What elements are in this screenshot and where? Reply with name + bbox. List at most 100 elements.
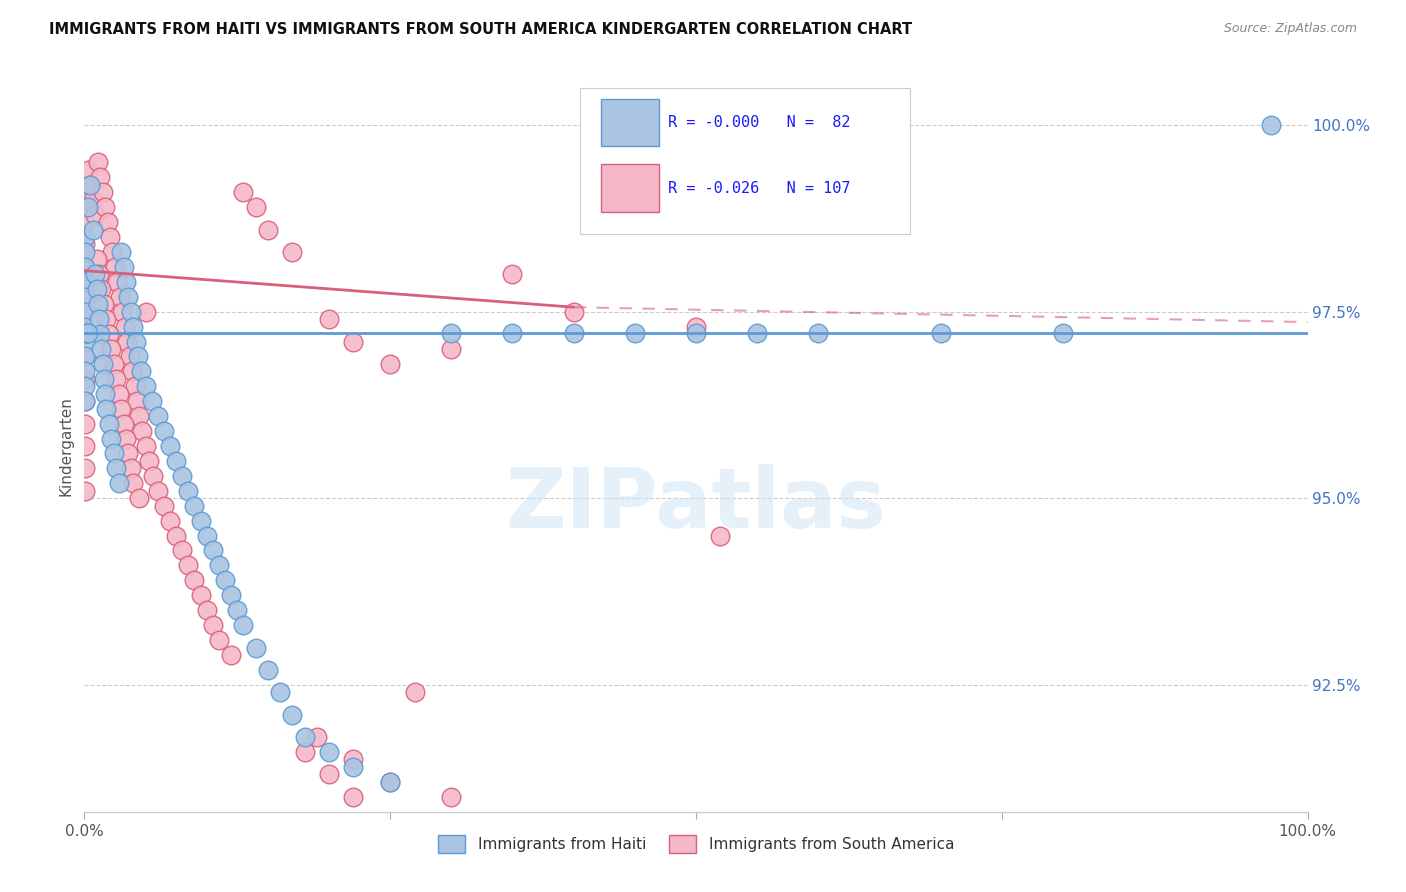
Point <box>110 244 132 259</box>
Point <box>1052 326 1074 340</box>
Point <box>219 648 242 662</box>
Point <box>190 514 212 528</box>
Point <box>100 342 122 356</box>
Point <box>73 193 96 207</box>
Point <box>86 252 108 267</box>
Point <box>104 260 127 274</box>
Point <box>183 499 205 513</box>
Point <box>281 244 304 259</box>
Point <box>107 476 129 491</box>
Point <box>127 350 149 364</box>
Point <box>440 326 463 340</box>
Point <box>110 401 132 416</box>
Point <box>929 326 952 340</box>
Point <box>685 319 707 334</box>
Point <box>159 439 181 453</box>
Point <box>177 558 200 573</box>
Point <box>122 319 145 334</box>
Text: Source: ZipAtlas.com: Source: ZipAtlas.com <box>1223 22 1357 36</box>
Point <box>114 319 136 334</box>
Text: IMMIGRANTS FROM HAITI VS IMMIGRANTS FROM SOUTH AMERICA KINDERGARTEN CORRELATION : IMMIGRANTS FROM HAITI VS IMMIGRANTS FROM… <box>49 22 912 37</box>
Point <box>87 297 110 311</box>
Point <box>93 297 115 311</box>
Point <box>146 409 169 424</box>
Point <box>195 603 218 617</box>
Point <box>115 432 138 446</box>
Point <box>172 543 194 558</box>
Point <box>84 208 107 222</box>
Point <box>73 483 96 498</box>
Point <box>97 215 120 229</box>
Point <box>153 499 176 513</box>
Point <box>208 633 231 648</box>
Point <box>84 268 107 282</box>
Point <box>214 574 236 588</box>
Point <box>96 401 118 416</box>
Point <box>73 237 96 252</box>
Point <box>117 290 139 304</box>
Point <box>73 417 96 431</box>
Point <box>73 275 96 289</box>
Point <box>165 454 187 468</box>
Point <box>101 244 124 259</box>
Point <box>73 364 96 378</box>
Point <box>118 350 141 364</box>
Point <box>380 775 402 789</box>
Point <box>190 588 212 602</box>
Point <box>79 178 101 192</box>
Point <box>709 528 731 542</box>
Point <box>125 334 148 349</box>
Point <box>115 275 138 289</box>
Point <box>112 417 135 431</box>
Point <box>1260 118 1282 132</box>
Point <box>172 468 194 483</box>
Point <box>440 342 463 356</box>
Point <box>90 282 112 296</box>
Point <box>73 260 96 274</box>
Point <box>73 260 96 274</box>
Point <box>94 200 117 214</box>
Point <box>122 476 145 491</box>
Point <box>226 603 249 617</box>
Point <box>115 334 138 349</box>
Point <box>105 461 128 475</box>
Point <box>183 574 205 588</box>
Point <box>96 312 118 326</box>
Point <box>89 170 111 185</box>
Point <box>342 752 364 766</box>
Point <box>128 409 150 424</box>
Point <box>93 372 115 386</box>
Point <box>502 326 524 340</box>
Point <box>73 230 96 244</box>
Point <box>342 334 364 349</box>
Text: R = -0.000   N =  82: R = -0.000 N = 82 <box>668 115 851 130</box>
Point <box>103 446 125 460</box>
Point <box>245 640 267 655</box>
Point <box>281 707 304 722</box>
Point <box>73 244 96 259</box>
Point <box>73 394 96 409</box>
Point <box>120 304 142 318</box>
Point <box>90 342 112 356</box>
Point <box>76 326 98 340</box>
Point <box>73 290 96 304</box>
Point <box>121 364 143 378</box>
Point <box>82 222 104 236</box>
Point <box>91 357 114 371</box>
Point <box>73 319 96 334</box>
Point <box>105 372 128 386</box>
Point <box>294 745 316 759</box>
Point <box>129 364 152 378</box>
Point <box>73 215 96 229</box>
Point <box>201 543 224 558</box>
Point <box>141 394 163 409</box>
Point <box>77 200 100 214</box>
Point <box>195 528 218 542</box>
Point <box>318 767 340 781</box>
Point <box>146 483 169 498</box>
Point <box>75 326 97 340</box>
Point <box>257 663 280 677</box>
Point <box>82 193 104 207</box>
Point <box>73 379 96 393</box>
Point <box>100 432 122 446</box>
